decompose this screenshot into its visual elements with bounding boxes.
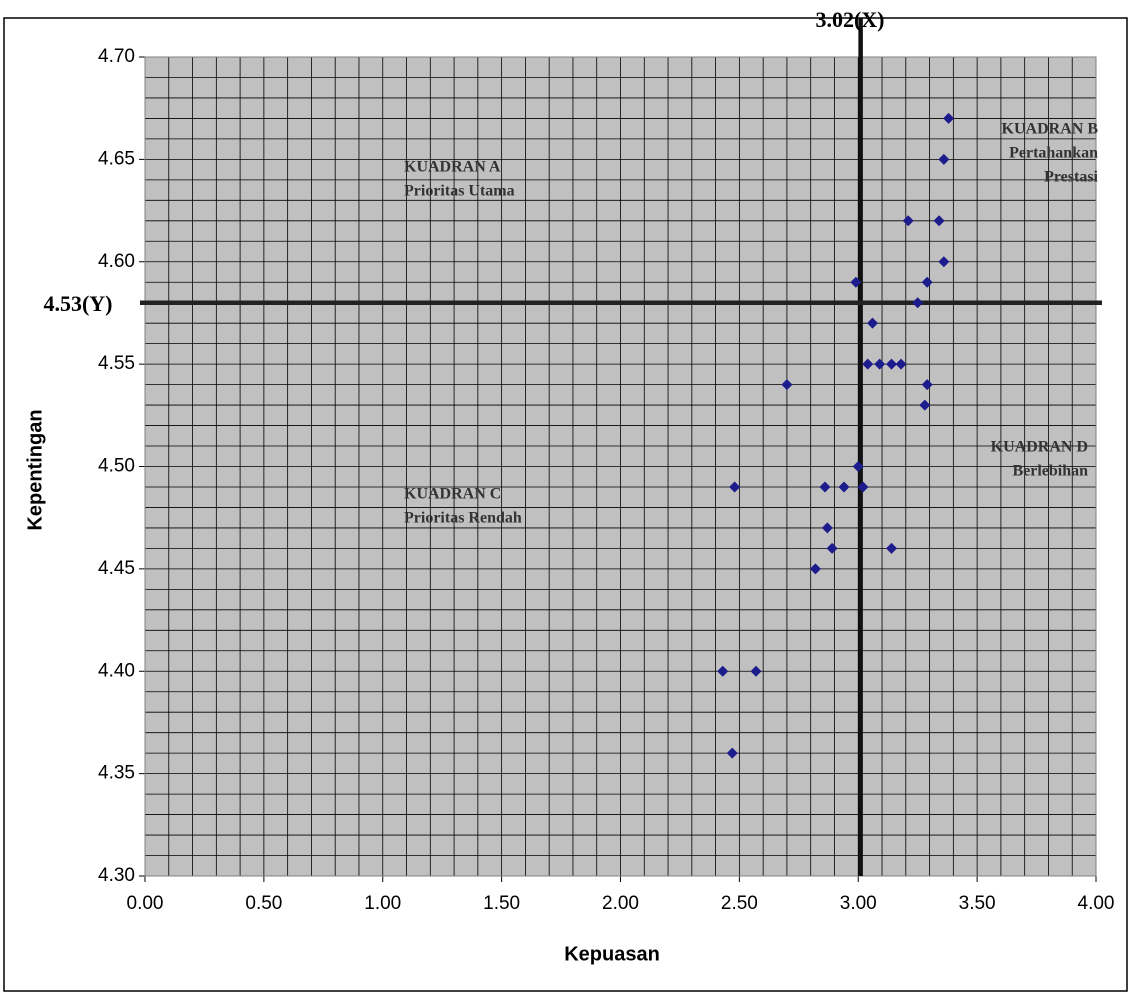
point	[726, 747, 738, 759]
annotation: Prioritas Rendah	[404, 510, 522, 527]
annotation: KUADRAN D	[991, 439, 1088, 456]
point	[938, 153, 950, 165]
point	[919, 399, 931, 411]
x-tick-label: 3.00	[840, 893, 877, 914]
y-tick-label: 4.60	[98, 251, 135, 272]
x-tick-label: 1.50	[483, 893, 520, 914]
y-tick-label: 4.35	[98, 763, 135, 784]
point	[852, 461, 864, 472]
point	[874, 358, 886, 370]
x-tick-label: 2.50	[721, 893, 758, 914]
annotation: Prestasi	[1044, 169, 1098, 186]
y-tick-label: 4.45	[98, 558, 135, 579]
x-tick-label: 1.00	[364, 893, 401, 914]
annotation: Prioritas Utama	[404, 183, 515, 200]
x-tick-label: 2.00	[602, 893, 639, 914]
y-tick-label: 4.50	[98, 456, 135, 477]
point	[821, 522, 833, 534]
point	[838, 481, 850, 493]
point	[933, 215, 945, 227]
point	[850, 276, 862, 288]
plot-border	[144, 56, 1097, 877]
annotation: 3.02(X)	[815, 7, 884, 32]
point	[857, 481, 869, 493]
annotation: Pertahankan	[1009, 145, 1098, 162]
point	[809, 563, 821, 575]
point	[921, 379, 933, 391]
x-tick-label: 3.50	[959, 893, 996, 914]
point	[819, 481, 831, 493]
x-axis-title: Kepuasan	[564, 943, 660, 965]
annotation: 4.53(Y)	[43, 291, 112, 316]
point	[902, 215, 914, 227]
x-tick-label: 4.00	[1078, 893, 1115, 914]
x-tick-label: 0.50	[245, 893, 282, 914]
y-tick-label: 4.40	[98, 660, 135, 681]
y-tick-label: 4.30	[98, 865, 135, 886]
point	[886, 542, 898, 554]
point	[781, 379, 793, 391]
annotation: KUADRAN A	[404, 159, 501, 176]
point	[943, 112, 955, 124]
y-tick-label: 4.55	[98, 353, 135, 374]
annotation: Berlebihan	[1012, 463, 1088, 480]
x-tick-label: 0.00	[127, 893, 164, 914]
annotation: KUADRAN C	[404, 486, 501, 503]
point	[717, 665, 729, 677]
point	[729, 481, 741, 493]
point	[938, 256, 950, 268]
y-axis-title: Kepentingan	[24, 409, 46, 530]
y-tick-label: 4.70	[98, 46, 135, 67]
point	[921, 276, 933, 288]
point	[912, 297, 924, 309]
point	[750, 665, 762, 677]
point	[826, 542, 838, 554]
y-tick-label: 4.65	[98, 148, 135, 169]
point	[867, 317, 879, 329]
point	[895, 358, 907, 370]
point	[886, 358, 898, 370]
annotation: KUADRAN B	[1002, 121, 1099, 138]
point	[862, 358, 874, 370]
